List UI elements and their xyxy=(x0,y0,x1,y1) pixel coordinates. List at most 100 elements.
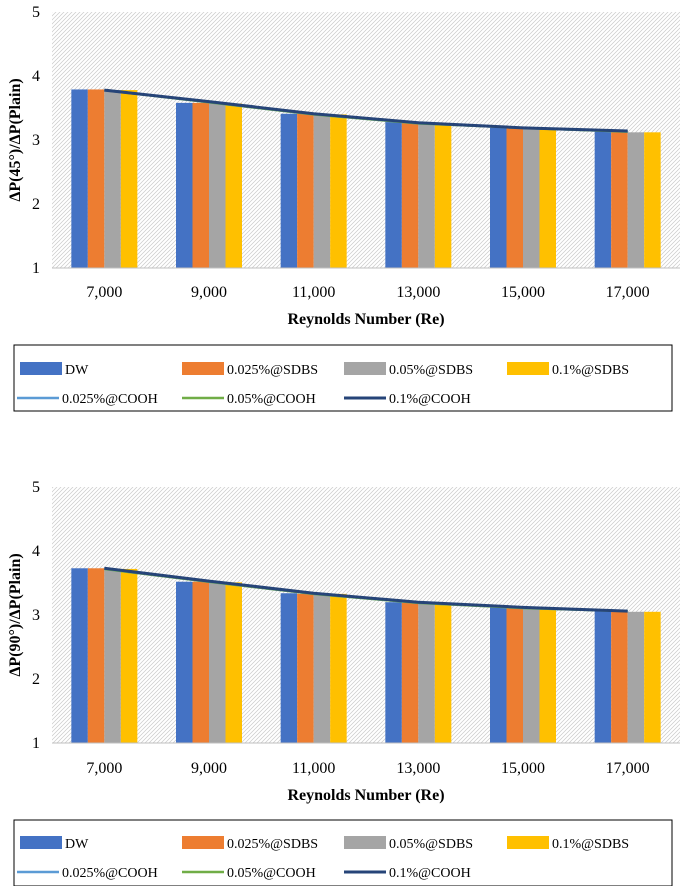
y-tick-label: 3 xyxy=(32,132,40,149)
bar-0.1%@SDBS xyxy=(330,593,347,743)
bar-0.05%@SDBS xyxy=(627,132,645,268)
bar-0.1%@SDBS xyxy=(644,132,661,268)
bar-DW xyxy=(71,89,88,268)
bar-0.025%@SDBS xyxy=(611,131,628,268)
y-tick-label: 4 xyxy=(32,543,40,560)
plot-area xyxy=(52,12,680,268)
legend-label: 0.025%@SDBS xyxy=(227,363,318,378)
plot-area xyxy=(52,487,680,743)
line-0.1%@COOH xyxy=(104,88,628,133)
bar-0.1%@SDBS xyxy=(434,602,452,743)
legend-label: 0.1%@SDBS xyxy=(552,837,629,852)
bar-DW xyxy=(385,122,402,268)
y-tick-label: 1 xyxy=(32,260,40,277)
legend-swatch-0.1%@SDBS xyxy=(507,836,549,849)
legend-swatch-0.025%@SDBS xyxy=(182,362,224,375)
bar-0.05%@SDBS xyxy=(627,611,645,743)
x-tick-label: 17,000 xyxy=(606,760,650,777)
y-tick-label: 4 xyxy=(32,68,40,85)
bar-0.05%@SDBS xyxy=(523,607,540,743)
line-0.1%@COOH xyxy=(104,566,628,613)
bar-DW xyxy=(594,611,612,743)
bar-0.1%@SDBS xyxy=(330,114,347,269)
bar-DW xyxy=(594,131,612,268)
bar-0.025%@SDBS xyxy=(297,113,314,268)
legend-swatch-DW xyxy=(20,836,62,849)
bar-0.025%@SDBS xyxy=(401,602,419,743)
x-tick-label: 7,000 xyxy=(86,284,122,301)
x-tick-label: 7,000 xyxy=(86,760,122,777)
bar-0.1%@SDBS xyxy=(120,568,138,743)
legend-label: 0.05%@COOH xyxy=(227,866,316,881)
bar-0.05%@SDBS xyxy=(104,568,121,743)
x-axis-title: Reynolds Number (Re) xyxy=(287,787,444,804)
bar-0.1%@SDBS xyxy=(225,582,242,743)
legend-swatch-0.1%@SDBS xyxy=(507,362,549,375)
bar-0.025%@SDBS xyxy=(192,102,209,268)
x-tick-label: 9,000 xyxy=(191,760,227,777)
legend-swatch-0.05%@SDBS xyxy=(344,836,386,849)
x-tick-label: 13,000 xyxy=(396,284,440,301)
x-tick-label: 11,000 xyxy=(292,284,335,301)
bar-0.025%@SDBS xyxy=(506,607,523,743)
bar-0.1%@SDBS xyxy=(539,607,556,743)
y-tick-label: 3 xyxy=(32,607,40,624)
legend-label: 0.1%@SDBS xyxy=(552,363,629,378)
chart-2: 1 2 3 4 5 7,000 9,000 11,000 13,000 15,000 17,000 R… xyxy=(7,479,680,886)
y-tick-label: 5 xyxy=(32,479,40,496)
y-axis-title: ΔP(90°)/ΔP(Plain) xyxy=(7,553,24,676)
bar-DW xyxy=(71,568,88,743)
bar-DW xyxy=(280,113,298,268)
y-tick-label: 2 xyxy=(32,671,40,688)
bar-0.1%@SDBS xyxy=(539,128,556,268)
legend-label: 0.05%@SDBS xyxy=(389,363,473,378)
bar-0.05%@SDBS xyxy=(209,103,226,269)
x-tick-label: 11,000 xyxy=(292,760,335,777)
bar-0.05%@SDBS xyxy=(209,582,226,743)
legend: DW 0.025%@SDBS 0.05%@SDBS 0.1%@SDBS 0.025%@C… xyxy=(13,344,673,412)
chart-1: 1 2 3 4 5 7,000 9,000 11,000 13,000 15,000 17,000 R… xyxy=(7,4,680,412)
bar-0.05%@SDBS xyxy=(523,128,540,268)
x-tick-label: 15,000 xyxy=(501,760,545,777)
bar-0.025%@SDBS xyxy=(506,127,523,268)
bar-0.1%@SDBS xyxy=(644,611,661,743)
legend: DW 0.025%@SDBS 0.05%@SDBS 0.1%@SDBS 0.025%@C… xyxy=(13,819,673,886)
bar-0.025%@SDBS xyxy=(192,581,209,743)
legend-label: 0.1%@COOH xyxy=(389,866,471,881)
legend-box xyxy=(13,819,673,886)
y-axis-title: ΔP(45°)/ΔP(Plain) xyxy=(7,78,24,201)
x-axis-title: Reynolds Number (Re) xyxy=(287,311,444,328)
bar-0.025%@SDBS xyxy=(401,122,419,268)
x-tick-label: 9,000 xyxy=(191,284,227,301)
bar-0.025%@SDBS xyxy=(87,89,105,268)
bar-DW xyxy=(490,127,507,268)
bar-0.05%@SDBS xyxy=(418,602,435,743)
legend-label: DW xyxy=(65,837,89,852)
legend-swatch-0.025%@SDBS xyxy=(182,836,224,849)
bar-0.025%@SDBS xyxy=(87,568,105,743)
legend-swatch-0.05%@SDBS xyxy=(344,362,386,375)
legend-label: 0.05%@COOH xyxy=(227,392,316,407)
bar-0.1%@SDBS xyxy=(434,123,452,268)
legend-label: 0.025%@SDBS xyxy=(227,837,318,852)
y-tick-label: 2 xyxy=(32,196,40,213)
y-tick-label: 1 xyxy=(32,735,40,752)
bar-DW xyxy=(490,607,507,743)
bar-DW xyxy=(176,102,193,268)
legend-label: 0.05%@SDBS xyxy=(389,837,473,852)
bar-0.05%@SDBS xyxy=(418,123,435,268)
legend-box xyxy=(13,344,673,412)
bar-0.025%@SDBS xyxy=(297,593,314,743)
x-tick-label: 17,000 xyxy=(606,284,650,301)
legend-label: 0.025%@COOH xyxy=(62,392,158,407)
bar-0.05%@SDBS xyxy=(313,114,331,269)
bar-DW xyxy=(176,581,193,743)
y-tick-label: 5 xyxy=(32,4,40,21)
legend-label: 0.1%@COOH xyxy=(389,392,471,407)
bar-0.1%@SDBS xyxy=(120,90,138,268)
legend-label: DW xyxy=(65,363,89,378)
bar-0.025%@SDBS xyxy=(611,611,628,743)
legend-label: 0.025%@COOH xyxy=(62,866,158,881)
bar-DW xyxy=(385,602,402,743)
